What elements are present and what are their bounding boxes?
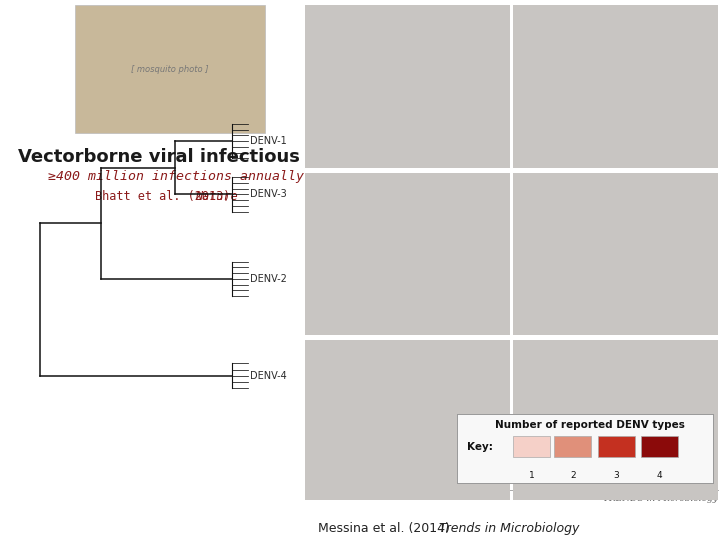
Text: Nature: Nature (195, 190, 238, 203)
Text: [ mosquito photo ]: [ mosquito photo ] (131, 64, 209, 73)
Text: ≥400 million infections annually: ≥400 million infections annually (48, 170, 304, 183)
Text: DENV-2: DENV-2 (251, 274, 287, 284)
Text: Messina et al. (2014): Messina et al. (2014) (318, 522, 454, 535)
Text: Bhatt et al. (2013): Bhatt et al. (2013) (95, 190, 238, 203)
Text: Vectorborne viral infectious disease: Vectorborne viral infectious disease (18, 148, 383, 166)
Text: Key:: Key: (467, 442, 493, 453)
Bar (75, 5, 265, 133)
Text: TRENDS in Microbiology: TRENDS in Microbiology (603, 494, 718, 503)
Text: Trends in Microbiology: Trends in Microbiology (439, 522, 580, 535)
Bar (598, 436, 635, 457)
Bar (513, 436, 551, 457)
Text: 1: 1 (529, 470, 535, 480)
Text: 2000–2013: 2000–2013 (313, 455, 367, 465)
Text: DENV-4: DENV-4 (251, 371, 287, 381)
Text: DENV-1: DENV-1 (251, 136, 287, 146)
Bar (642, 436, 678, 457)
Text: 2: 2 (570, 470, 576, 480)
Text: 1990–1999: 1990–1999 (313, 289, 367, 300)
Text: 4: 4 (657, 470, 662, 480)
Text: 3: 3 (613, 470, 619, 480)
Text: Number of reported DENV types: Number of reported DENV types (495, 420, 685, 430)
Text: 1980–1989: 1980–1989 (313, 122, 367, 132)
Bar (554, 436, 591, 457)
Text: DENV-3: DENV-3 (251, 190, 287, 199)
